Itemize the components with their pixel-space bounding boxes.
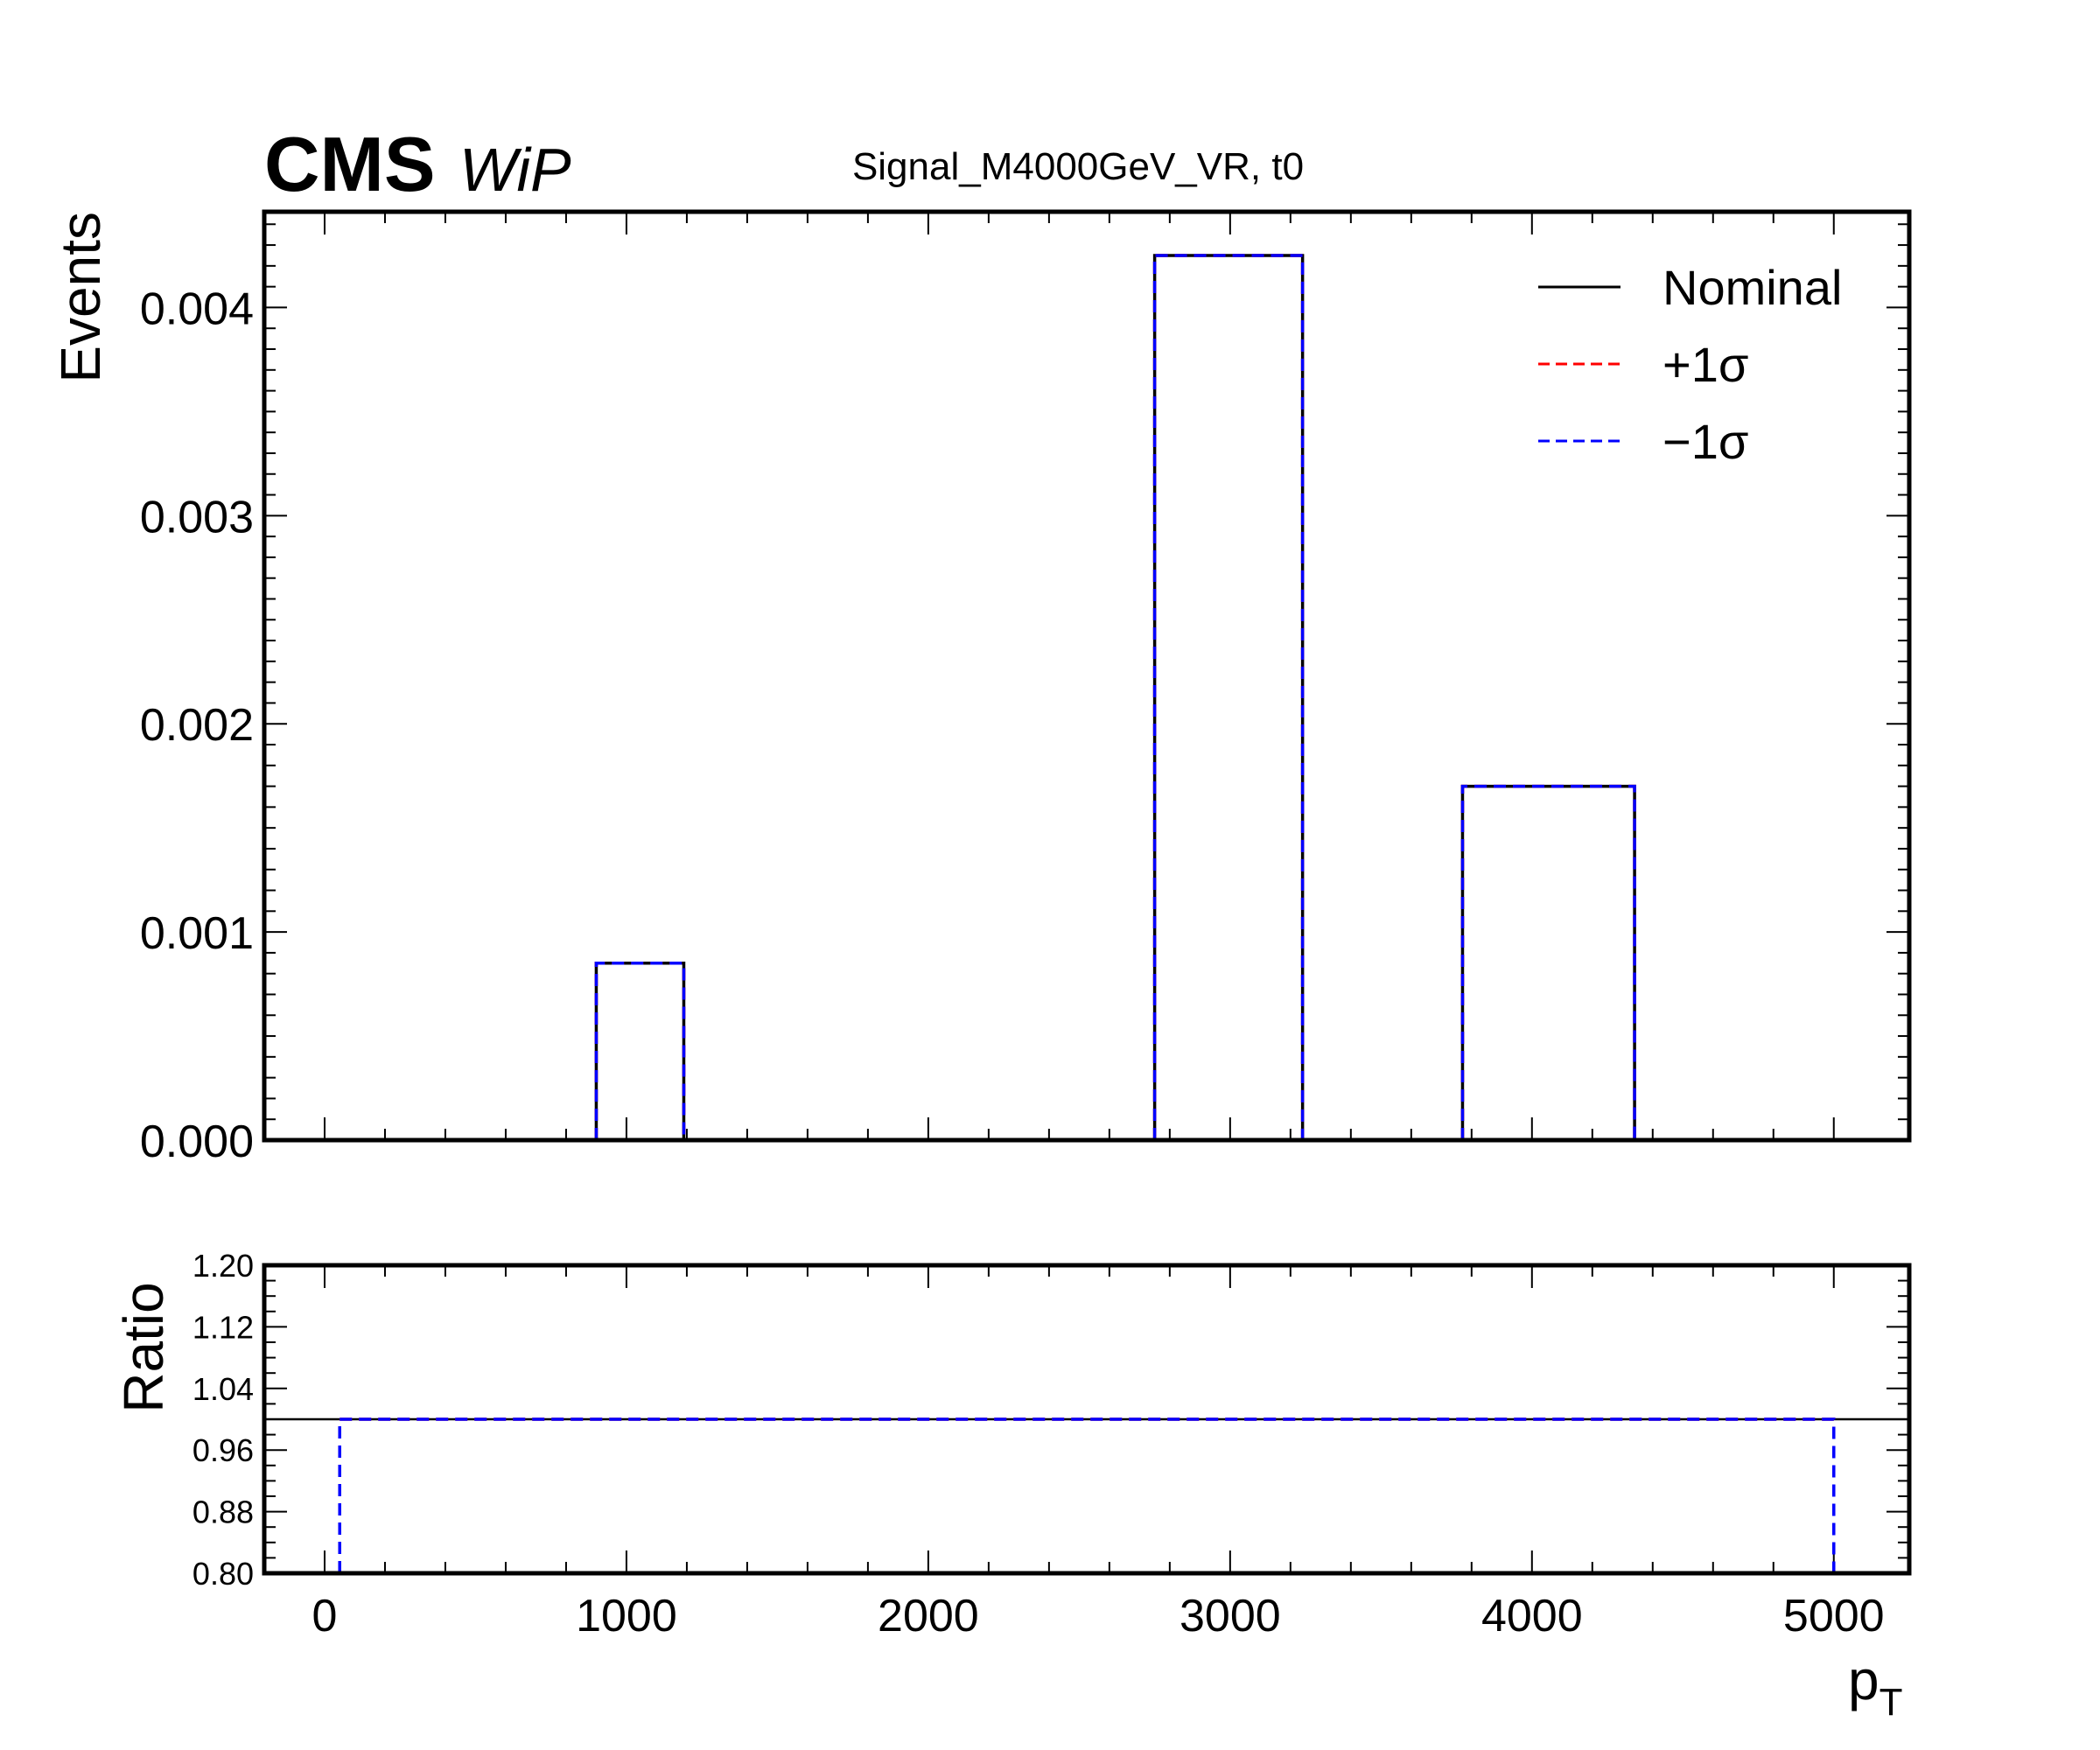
- main-y-tick-labels: 0.000 0.001 0.002 0.003 0.004: [140, 284, 254, 1167]
- histogram-bar-down: [594, 962, 686, 1140]
- y-tick-label-ratio: 1.04: [192, 1371, 254, 1407]
- y-tick-label-main: 0.001: [140, 908, 254, 959]
- x-tick-label: 1000: [576, 1591, 677, 1642]
- legend-label-up: +1σ: [1662, 337, 1748, 392]
- x-tick-label: 5000: [1783, 1591, 1885, 1642]
- x-tick-label: 3000: [1180, 1591, 1281, 1642]
- legend-label-down: −1σ: [1662, 414, 1748, 469]
- cms-label: CMS: [264, 121, 436, 207]
- ratio-y-tick-labels: 0.80 0.88 0.96 1.04 1.12 1.20: [192, 1248, 254, 1592]
- x-axis-label-subscript: T: [1880, 1681, 1903, 1724]
- y-tick-label-ratio: 0.96: [192, 1432, 254, 1468]
- y-tick-label-main: 0.004: [140, 284, 254, 334]
- y-tick-label-ratio: 1.20: [192, 1248, 254, 1284]
- main-plot-frame: [262, 209, 1912, 1143]
- x-tick-labels: 0 1000 2000 3000 4000 5000: [312, 1591, 1885, 1642]
- x-tick-label: 4000: [1481, 1591, 1583, 1642]
- ratio-plot-frame: [262, 1263, 1912, 1576]
- plot-title: Signal_M4000GeV_VR, t0: [852, 145, 1304, 188]
- ratio-lines: [264, 1418, 1909, 1573]
- ratio-panel: 0.80 0.88 0.96 1.04 1.12 1.20 0 1000 2000 3000 40…: [112, 1248, 1912, 1724]
- x-tick-label: 0: [312, 1591, 338, 1642]
- x-tick-label: 2000: [878, 1591, 979, 1642]
- histogram-bar-down: [1152, 254, 1305, 1140]
- main-histogram-bars: [594, 254, 1636, 1140]
- legend-label-nominal: Nominal: [1662, 260, 1842, 315]
- y-tick-label-ratio: 1.12: [192, 1309, 254, 1345]
- y-tick-label-main: 0.000: [140, 1116, 254, 1167]
- y-tick-label-main: 0.003: [140, 492, 254, 542]
- x-axis-label-pt: pT: [1848, 1648, 1902, 1724]
- ratio-step-down: [338, 1418, 1836, 1573]
- legend: Nominal +1σ −1σ: [1538, 260, 1842, 469]
- y-tick-label-main: 0.002: [140, 700, 254, 751]
- x-axis-label-main: p: [1848, 1648, 1880, 1712]
- y-axis-label-events: Events: [49, 212, 112, 383]
- y-axis-label-ratio: Ratio: [112, 1282, 175, 1412]
- histogram-bar-down: [1460, 784, 1636, 1140]
- wip-label: WiP: [459, 136, 571, 204]
- main-panel: 0.000 0.001 0.002 0.003 0.004 Events Nominal…: [49, 209, 1912, 1167]
- y-tick-label-ratio: 0.88: [192, 1494, 254, 1530]
- y-tick-label-ratio: 0.80: [192, 1556, 254, 1592]
